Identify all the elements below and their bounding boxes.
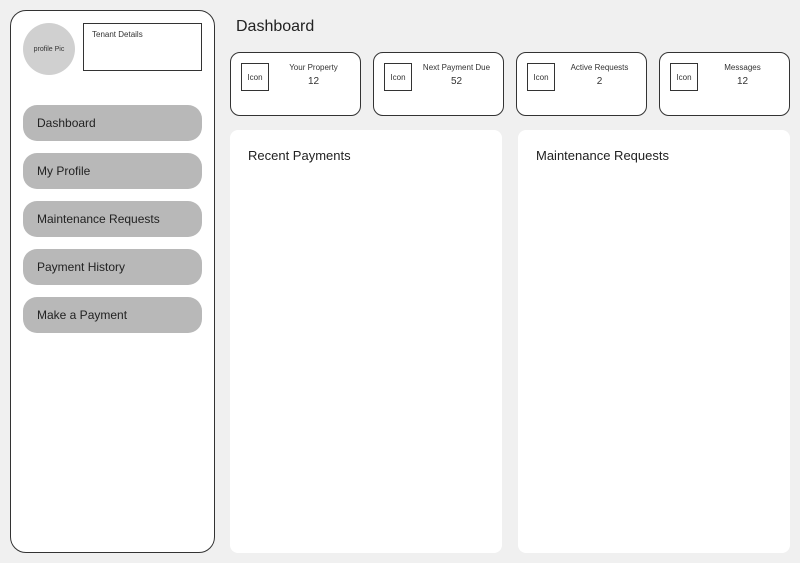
page-title: Dashboard [236,18,790,36]
nav-payment-history[interactable]: Payment History [23,249,202,285]
panel-title: Maintenance Requests [536,148,772,163]
main-content: Dashboard Icon Your Property 12 Icon Nex… [230,10,790,553]
stat-text: Messages 12 [706,63,779,87]
nav-items: Dashboard My Profile Maintenance Request… [23,105,202,333]
stat-cards: Icon Your Property 12 Icon Next Payment … [230,52,790,116]
nav-make-a-payment[interactable]: Make a Payment [23,297,202,333]
property-icon: Icon [241,63,269,91]
panels: Recent Payments Maintenance Requests [230,130,790,553]
stat-text: Your Property 12 [277,63,350,87]
nav-maintenance-requests[interactable]: Maintenance Requests [23,201,202,237]
nav-item-label: My Profile [37,164,90,178]
panel-title: Recent Payments [248,148,484,163]
maintenance-requests-panel: Maintenance Requests [518,130,790,553]
stat-card-payment-due: Icon Next Payment Due 52 [373,52,504,116]
nav-my-profile[interactable]: My Profile [23,153,202,189]
sidebar-header: profile Pic Tenant Details [23,23,202,75]
stat-value: 12 [308,76,319,87]
nav-item-label: Make a Payment [37,308,127,322]
payment-icon: Icon [384,63,412,91]
recent-payments-panel: Recent Payments [230,130,502,553]
sidebar: profile Pic Tenant Details Dashboard My … [10,10,215,553]
nav-item-label: Dashboard [37,116,96,130]
stat-card-messages: Icon Messages 12 [659,52,790,116]
stat-label: Next Payment Due [423,63,490,72]
nav-dashboard[interactable]: Dashboard [23,105,202,141]
stat-text: Next Payment Due 52 [420,63,493,87]
nav-item-label: Payment History [37,260,125,274]
stat-label: Your Property [289,63,338,72]
stat-value: 12 [737,76,748,87]
profile-pic[interactable]: profile Pic [23,23,75,75]
stat-label: Messages [724,63,760,72]
nav-item-label: Maintenance Requests [37,212,160,226]
requests-icon: Icon [527,63,555,91]
profile-pic-label: profile Pic [34,46,65,53]
stat-value: 2 [597,76,603,87]
tenant-details-label: Tenant Details [92,30,143,39]
stat-text: Active Requests 2 [563,63,636,87]
stat-label: Active Requests [571,63,629,72]
messages-icon: Icon [670,63,698,91]
tenant-details-box: Tenant Details [83,23,202,71]
stat-card-active-requests: Icon Active Requests 2 [516,52,647,116]
stat-card-property: Icon Your Property 12 [230,52,361,116]
stat-value: 52 [451,76,462,87]
